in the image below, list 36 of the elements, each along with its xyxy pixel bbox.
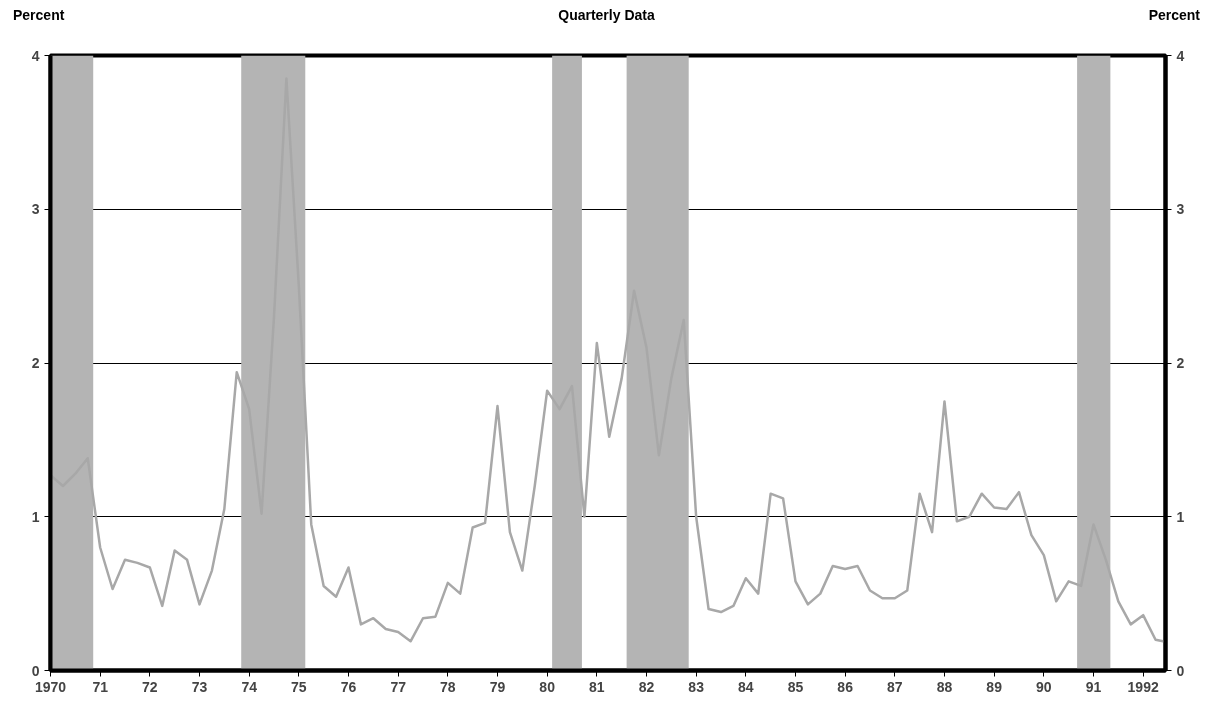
- y-axis-title: Percent: [13, 6, 65, 25]
- y2-tick-label: 0: [1176, 662, 1185, 679]
- y2-tick-label: 3: [1176, 201, 1185, 218]
- x-tick-label: 1970: [34, 678, 67, 695]
- x-tick-label: 89: [986, 678, 1003, 695]
- x-tick-label: 81: [589, 678, 605, 695]
- chart-title: Quarterly Data: [558, 6, 655, 25]
- x-tick-label: 74: [241, 678, 258, 695]
- x-tick-label: 75: [291, 678, 307, 695]
- x-tick-label: 76: [340, 678, 357, 695]
- x-tick-label: 79: [489, 678, 506, 695]
- x-tick-label: 1992: [1127, 678, 1159, 695]
- y-tick-label: 3: [31, 201, 40, 218]
- x-tick-label: 73: [191, 678, 208, 695]
- x-tick-label: 77: [390, 678, 407, 695]
- y2-tick-label: 4: [1176, 47, 1185, 64]
- x-tick-label: 90: [1036, 678, 1052, 695]
- y2-tick-label: 1: [1176, 508, 1185, 525]
- x-tick-label: 82: [638, 678, 655, 695]
- x-tick-label: 86: [837, 678, 854, 695]
- y-tick-label: 4: [31, 47, 40, 64]
- x-tick-label: 83: [688, 678, 705, 695]
- x-tick-label: 84: [738, 678, 754, 695]
- x-tick-label: 85: [787, 678, 804, 695]
- x-tick-label: 91: [1085, 678, 1102, 695]
- x-tick-label: 78: [440, 678, 456, 695]
- x-tick-label: 80: [539, 678, 556, 695]
- y2-axis-title: Percent: [1148, 6, 1200, 25]
- x-tick-label: 88: [936, 678, 953, 695]
- x-tick-label: 87: [887, 678, 903, 695]
- y-tick-label: 1: [31, 508, 40, 525]
- y2-tick-label: 2: [1176, 355, 1185, 371]
- y-tick-label: 2: [31, 355, 40, 371]
- x-tick-label: 72: [142, 678, 158, 695]
- y-tick-label: 0: [31, 662, 40, 679]
- x-tick-label: 71: [92, 678, 109, 695]
